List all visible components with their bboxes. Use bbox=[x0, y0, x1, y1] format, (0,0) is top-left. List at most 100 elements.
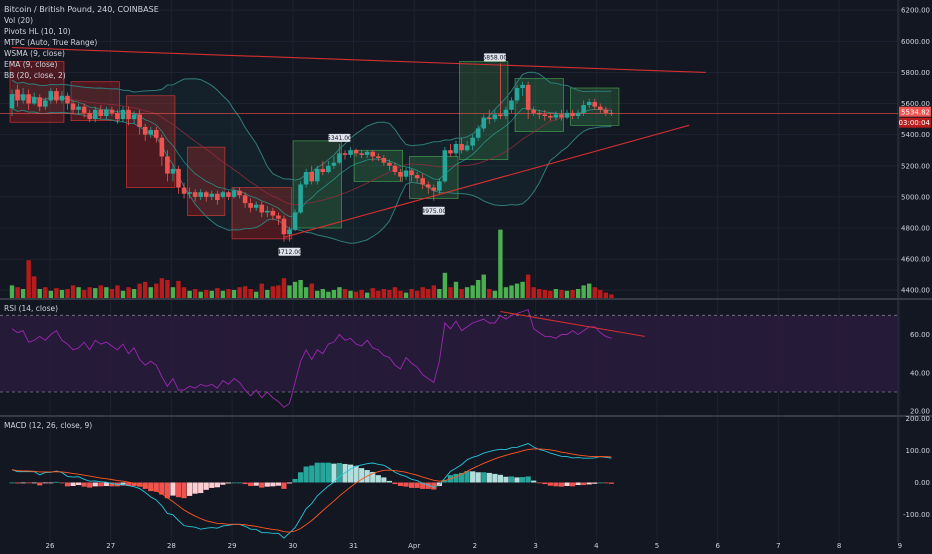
macd-histogram-bar bbox=[81, 482, 87, 487]
macd-histogram-bar bbox=[298, 472, 304, 483]
volume-bar bbox=[542, 289, 547, 298]
indicator-pivots[interactable]: Pivots HL (10, 10) bbox=[4, 27, 71, 36]
candle-body bbox=[281, 218, 287, 235]
time-tick-label: 9 bbox=[898, 542, 902, 550]
candle-body bbox=[242, 195, 248, 204]
macd-histogram-bar bbox=[214, 482, 220, 488]
indicator-bb[interactable]: BB (20, close, 2) bbox=[4, 71, 66, 80]
macd-histogram-bar bbox=[53, 481, 59, 483]
macd-histogram-bar bbox=[320, 462, 326, 483]
candle-body bbox=[409, 170, 414, 176]
candle-body bbox=[370, 151, 376, 157]
macd-histogram-bar bbox=[481, 472, 487, 483]
time-tick-label: 26 bbox=[46, 542, 55, 550]
macd-histogram-bar bbox=[98, 482, 104, 487]
volume-bar bbox=[26, 260, 31, 298]
candle-body bbox=[459, 144, 464, 151]
volume-bar bbox=[409, 289, 414, 298]
macd-histogram-bar bbox=[536, 482, 542, 484]
candle-body bbox=[115, 112, 120, 120]
macd-histogram-bar bbox=[558, 482, 565, 487]
volume-bar bbox=[148, 287, 153, 298]
macd-histogram-bar bbox=[431, 482, 437, 490]
volume-bar bbox=[65, 289, 70, 298]
last-price-badge bbox=[899, 106, 931, 117]
candle-body bbox=[76, 106, 81, 110]
macd-label[interactable]: MACD (12, 26, close, 9) bbox=[4, 421, 93, 430]
volume-bar bbox=[476, 280, 481, 298]
volume-bar bbox=[381, 289, 387, 298]
macd-histogram-bar bbox=[370, 471, 376, 483]
volume-bar bbox=[559, 289, 564, 298]
volume-bar bbox=[170, 287, 176, 298]
candle-body bbox=[498, 114, 503, 116]
price-tick-label: 4600.00 bbox=[901, 256, 930, 264]
indicator-ema[interactable]: EMA (9, close) bbox=[4, 60, 58, 69]
volume-bar bbox=[270, 286, 276, 298]
volume-bar bbox=[426, 289, 431, 298]
candle-body bbox=[292, 212, 298, 230]
macd-histogram-bar bbox=[359, 468, 365, 483]
candle-body bbox=[348, 150, 353, 155]
candle-body bbox=[475, 128, 481, 138]
volume-bar bbox=[43, 287, 48, 298]
indicator-vol[interactable]: Vol (20) bbox=[4, 16, 34, 25]
volume-bar bbox=[276, 285, 281, 298]
volume-bar bbox=[154, 283, 159, 298]
volume-bar bbox=[575, 289, 581, 298]
macd-histogram-bar bbox=[20, 482, 26, 484]
candle-body bbox=[509, 100, 514, 110]
volume-bar bbox=[398, 290, 403, 298]
volume-bar bbox=[370, 288, 375, 298]
time-tick-label: 6 bbox=[715, 542, 720, 550]
macd-line bbox=[11, 443, 612, 539]
volume-bar bbox=[331, 289, 337, 298]
macd-histogram-bar bbox=[153, 482, 159, 492]
macd-histogram-bar bbox=[564, 482, 570, 487]
volume-bar bbox=[292, 281, 298, 298]
time-tick-label: 8 bbox=[837, 542, 841, 550]
candle-body bbox=[570, 112, 575, 116]
indicator-mtpc[interactable]: MTPC (Auto, True Range) bbox=[4, 38, 98, 47]
macd-histogram-bar bbox=[37, 482, 43, 486]
macd-histogram-bar bbox=[181, 482, 187, 499]
candle-body bbox=[120, 109, 126, 120]
volume-bar bbox=[215, 288, 220, 298]
volume-bar bbox=[592, 287, 597, 298]
macd-histogram-bar bbox=[187, 482, 193, 496]
candle-body bbox=[87, 112, 92, 120]
volume-bar bbox=[287, 285, 292, 298]
macd-histogram-bar bbox=[336, 463, 343, 483]
volume-bar bbox=[237, 287, 242, 298]
candle-body bbox=[70, 103, 76, 110]
volume-bar bbox=[392, 287, 398, 298]
candle-body bbox=[514, 88, 520, 101]
volume-bar bbox=[303, 287, 309, 298]
candle-body bbox=[253, 204, 259, 208]
candle-body bbox=[376, 156, 381, 158]
candle-body bbox=[92, 109, 98, 120]
macd-histogram-bar bbox=[253, 482, 259, 486]
candle-body bbox=[59, 95, 65, 101]
pivot-label: 5858.00 bbox=[482, 53, 507, 62]
macd-tick-label: 0.00 bbox=[914, 479, 930, 487]
candle-body bbox=[237, 190, 242, 196]
time-tick-label: Apr bbox=[408, 542, 420, 550]
candle-body bbox=[403, 170, 409, 177]
candle-body bbox=[603, 109, 609, 113]
macd-histogram-bar bbox=[103, 482, 109, 487]
candle-body bbox=[314, 168, 320, 182]
candle-body bbox=[536, 112, 542, 115]
candle-body bbox=[9, 94, 15, 109]
rsi-tick-label: 60.00 bbox=[910, 331, 930, 339]
time-tick-label: 27 bbox=[106, 542, 115, 550]
time-tick-label: 3 bbox=[533, 542, 537, 550]
volume-bar bbox=[248, 289, 253, 298]
indicator-wsma[interactable]: WSMA (9, close) bbox=[4, 49, 65, 58]
candle-body bbox=[131, 114, 137, 120]
rsi-label[interactable]: RSI (14, close) bbox=[4, 304, 59, 313]
macd-histogram-bar bbox=[347, 464, 354, 483]
candle-body bbox=[48, 91, 54, 101]
volume-bar bbox=[581, 285, 586, 298]
